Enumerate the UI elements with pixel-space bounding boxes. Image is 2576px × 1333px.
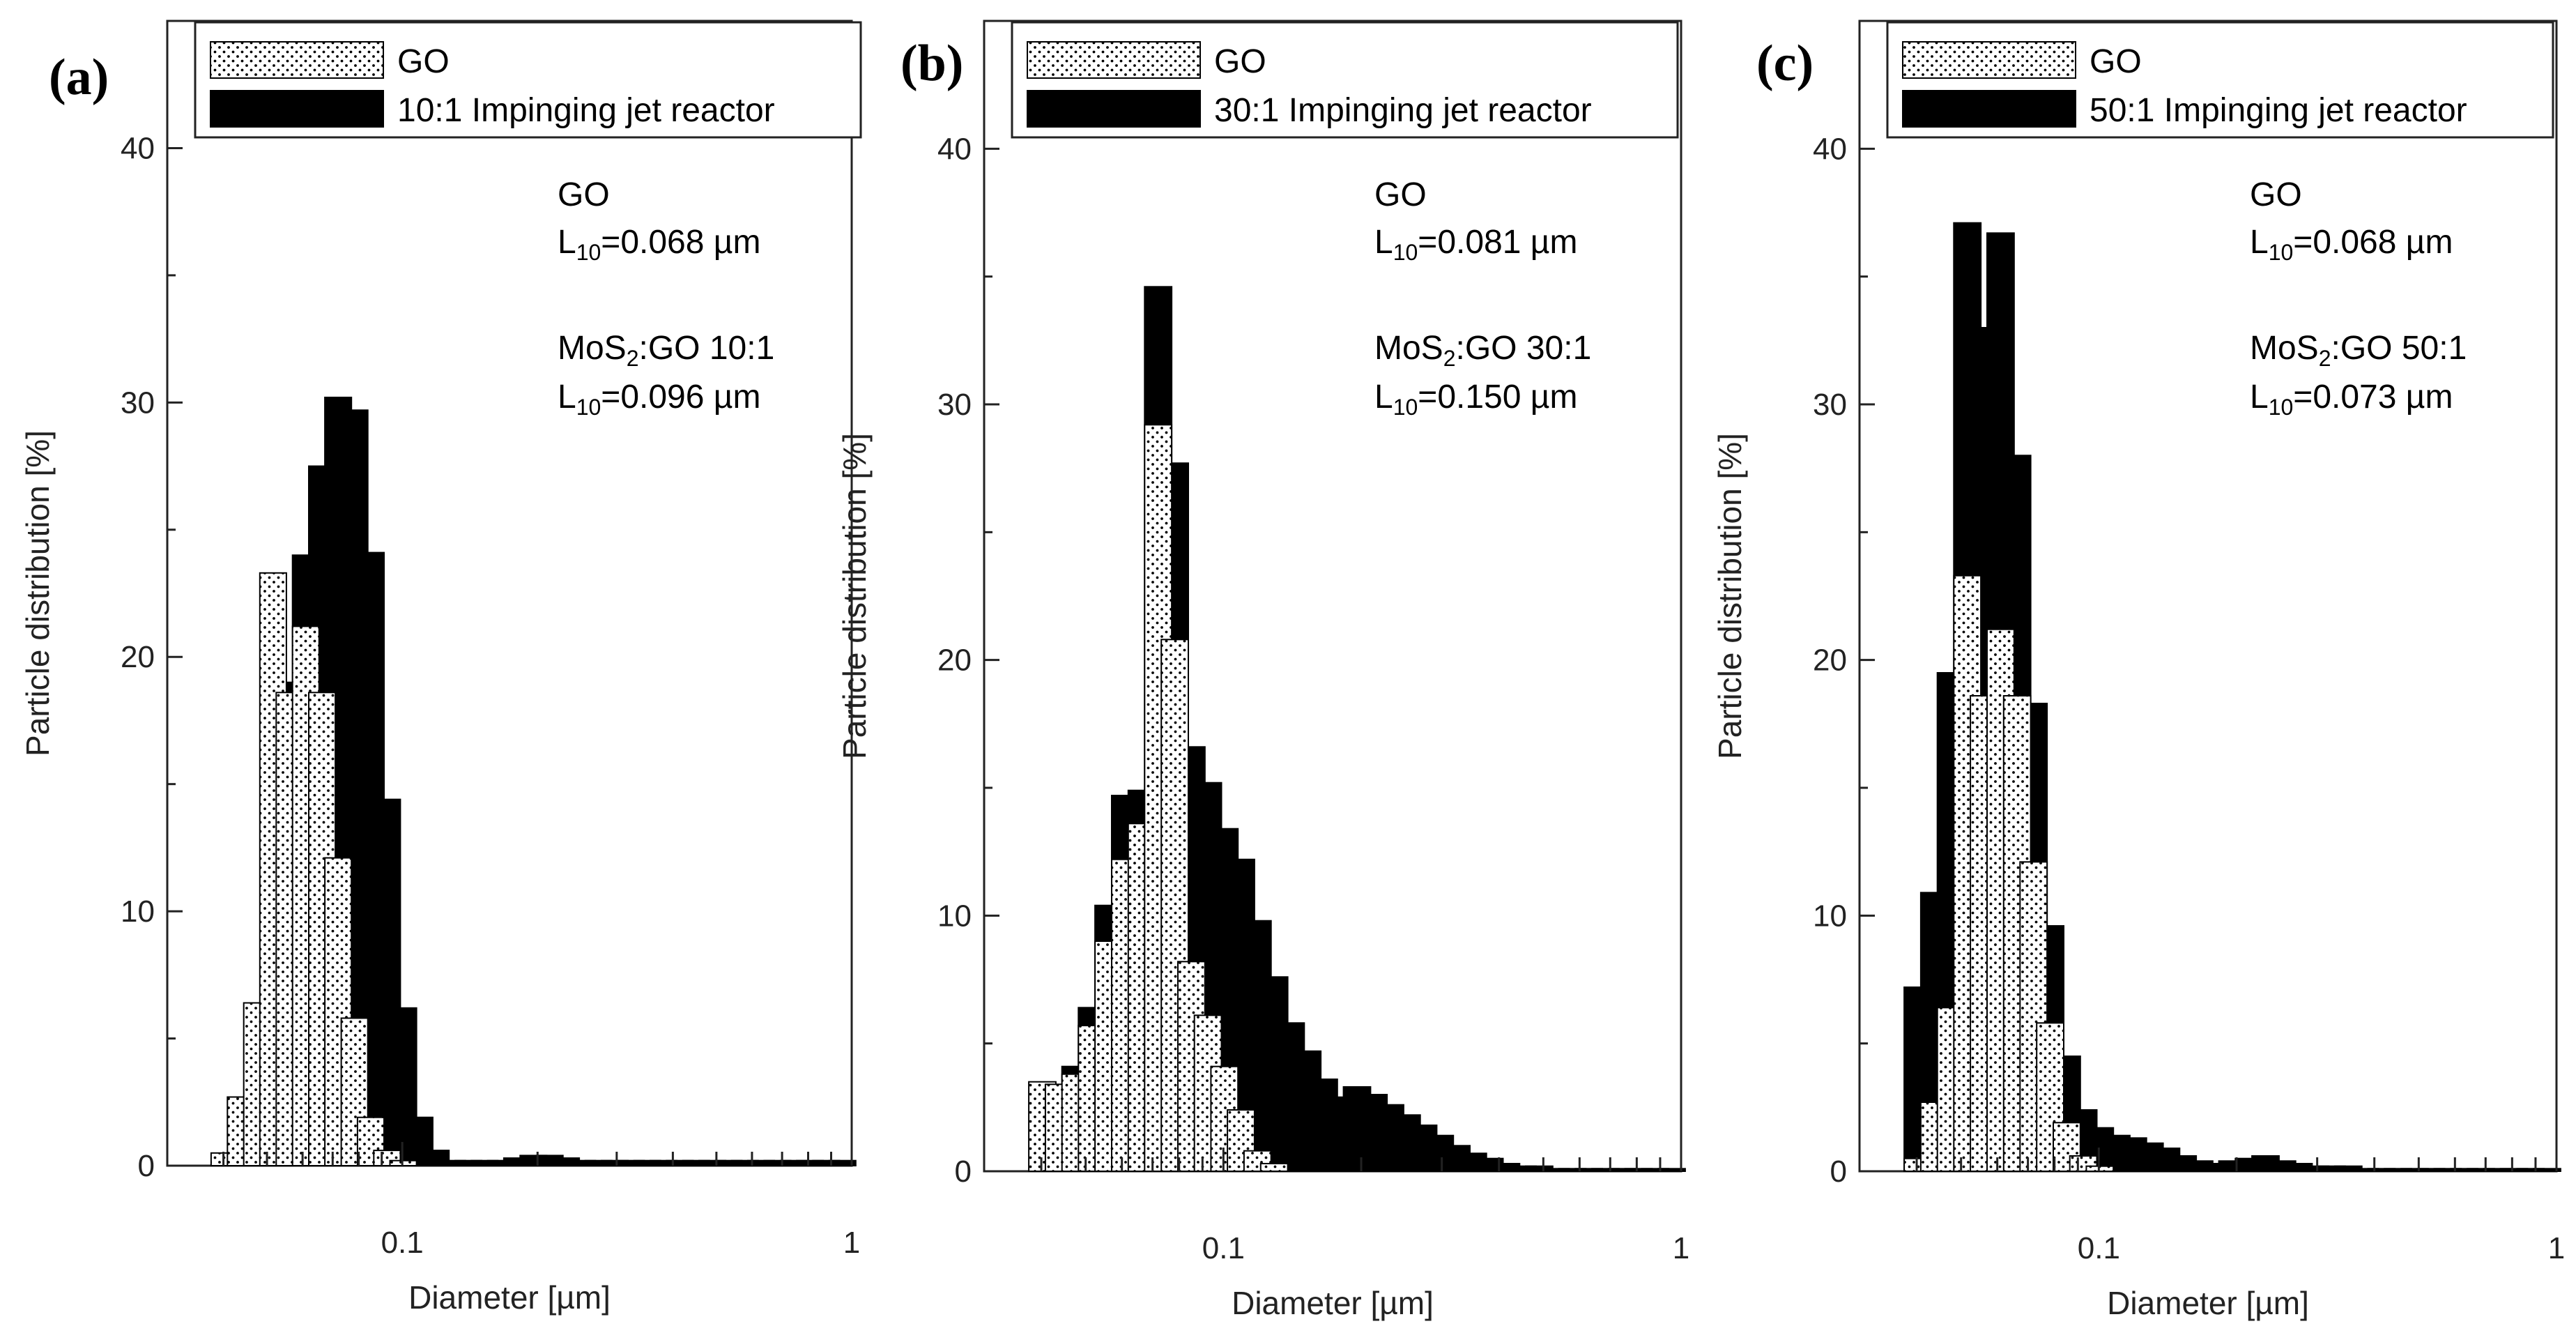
plot-frame bbox=[983, 20, 1682, 1173]
mos-subscript: 2 bbox=[2319, 346, 2331, 371]
l10-letter: L bbox=[558, 224, 576, 261]
annotation-mos-l10: L10=0.096 µm bbox=[558, 379, 760, 420]
x-axis-title: Diameter [µm] bbox=[2107, 1285, 2309, 1321]
legend: GO 30:1 Impinging jet reactor bbox=[1011, 21, 1679, 139]
panel-label: (b) bbox=[900, 35, 963, 92]
y-tick-label: 10 bbox=[121, 894, 155, 929]
y-tick-label: 10 bbox=[1813, 899, 1847, 933]
x-tick-label: 1 bbox=[2548, 1231, 2565, 1265]
annotation-mos-l10: L10=0.073 µm bbox=[2250, 379, 2453, 420]
y-tick-label: 20 bbox=[121, 640, 155, 674]
l10-value: =0.150 µm bbox=[1418, 379, 1577, 416]
l10-value: =0.068 µm bbox=[2293, 224, 2453, 261]
panel-label: (a) bbox=[49, 49, 109, 106]
x-axis-title: Diameter [µm] bbox=[408, 1279, 611, 1316]
mos-suffix: :GO 50:1 bbox=[2331, 330, 2467, 367]
x-tick-label: 0.1 bbox=[381, 1226, 424, 1260]
y-tick-label: 40 bbox=[121, 131, 155, 165]
l10-letter: L bbox=[1374, 224, 1393, 261]
x-tick-label: 1 bbox=[1673, 1231, 1689, 1265]
y-tick-label: 20 bbox=[1813, 643, 1847, 678]
mos-suffix: :GO 10:1 bbox=[639, 330, 775, 367]
annotation-mos-l10: L10=0.150 µm bbox=[1374, 379, 1577, 420]
bar-go bbox=[1259, 1163, 1289, 1172]
x-tick-label: 1 bbox=[843, 1226, 860, 1260]
l10-subscript: 10 bbox=[2269, 395, 2294, 420]
y-tick-label: 0 bbox=[955, 1155, 972, 1189]
annotation-mos-ratio: MoS2:GO 10:1 bbox=[558, 330, 774, 371]
l10-letter: L bbox=[2250, 224, 2269, 261]
y-tick-label: 40 bbox=[1813, 132, 1847, 166]
y-axis-title: Particle distribution [%] bbox=[20, 430, 56, 756]
panel-label: (c) bbox=[1756, 35, 1814, 92]
y-tick-label: 30 bbox=[121, 386, 155, 420]
mos-prefix: MoS bbox=[1374, 330, 1443, 367]
annotation-go-name: GO bbox=[2250, 176, 2302, 213]
l10-letter: L bbox=[2250, 379, 2269, 416]
bar-jet-reactor bbox=[2533, 1168, 2561, 1173]
annotation-go-l10: L10=0.068 µm bbox=[558, 224, 760, 265]
y-tick-label: 10 bbox=[937, 899, 972, 933]
legend: GO 50:1 Impinging jet reactor bbox=[1886, 21, 2554, 139]
l10-letter: L bbox=[558, 379, 576, 416]
annotation-go-name: GO bbox=[558, 176, 610, 213]
l10-letter: L bbox=[1374, 379, 1393, 416]
legend-swatch-reactor bbox=[210, 90, 384, 128]
l10-subscript: 10 bbox=[576, 240, 601, 265]
y-tick-label: 30 bbox=[937, 388, 972, 422]
y-tick-label: 20 bbox=[937, 643, 972, 678]
annotation-go-l10: L10=0.068 µm bbox=[2250, 224, 2453, 265]
l10-subscript: 10 bbox=[576, 395, 601, 420]
legend-label-go: GO bbox=[397, 43, 450, 80]
legend-swatch-go bbox=[1027, 41, 1201, 79]
bar-jet-reactor bbox=[2152, 1148, 2181, 1172]
legend-label-reactor: 10:1 Impinging jet reactor bbox=[397, 92, 775, 129]
legend-swatch-go bbox=[1902, 41, 2076, 79]
y-tick-label: 30 bbox=[1813, 388, 1847, 422]
x-tick-label: 0.1 bbox=[1202, 1231, 1245, 1265]
legend-label-go: GO bbox=[1214, 43, 1266, 80]
panel-a: 0 10 20 30 40 0.1 1 Diameter [µm] Particle distr… bbox=[20, 20, 862, 1316]
l10-subscript: 10 bbox=[1393, 395, 1418, 420]
y-axis-title: Particle distribution [%] bbox=[836, 433, 873, 759]
panel-c: 0 10 20 30 40 0.1 1 Diameter [µm] Particle distr… bbox=[1712, 20, 2565, 1321]
annotation-go-l10: L10=0.081 µm bbox=[1374, 224, 1577, 265]
legend-swatch-reactor bbox=[1902, 90, 2076, 128]
bar-jet-reactor bbox=[828, 1159, 857, 1166]
mos-prefix: MoS bbox=[558, 330, 627, 367]
l10-value: =0.073 µm bbox=[2293, 379, 2453, 416]
mos-subscript: 2 bbox=[627, 346, 639, 371]
l10-subscript: 10 bbox=[2269, 240, 2294, 265]
annotation-mos-ratio: MoS2:GO 30:1 bbox=[1374, 330, 1591, 371]
bar-jet-reactor bbox=[1657, 1168, 1686, 1173]
legend-swatch-go bbox=[210, 41, 384, 79]
legend-label-reactor: 50:1 Impinging jet reactor bbox=[2090, 92, 2467, 129]
mos-suffix: :GO 30:1 bbox=[1456, 330, 1592, 367]
l10-value: =0.081 µm bbox=[1418, 224, 1577, 261]
mos-prefix: MoS bbox=[2250, 330, 2319, 367]
legend: GO 10:1 Impinging jet reactor bbox=[194, 21, 862, 139]
panel-b: 0 10 20 30 40 0.1 1 Diameter [µm] Particle distr… bbox=[836, 20, 1689, 1321]
y-axis-title: Particle distribution [%] bbox=[1712, 433, 1748, 759]
annotation-go-name: GO bbox=[1374, 176, 1427, 213]
legend-label-reactor: 30:1 Impinging jet reactor bbox=[1214, 92, 1592, 129]
l10-subscript: 10 bbox=[1393, 240, 1418, 265]
l10-value: =0.096 µm bbox=[601, 379, 760, 416]
y-tick-label: 0 bbox=[1830, 1155, 1847, 1189]
mos-subscript: 2 bbox=[1443, 346, 1456, 371]
l10-value: =0.068 µm bbox=[601, 224, 760, 261]
x-axis-title: Diameter [µm] bbox=[1232, 1285, 1434, 1321]
x-tick-label: 0.1 bbox=[2078, 1231, 2120, 1265]
y-tick-label: 40 bbox=[937, 132, 972, 166]
annotation-mos-ratio: MoS2:GO 50:1 bbox=[2250, 330, 2467, 371]
y-tick-label: 0 bbox=[138, 1149, 155, 1183]
legend-swatch-reactor bbox=[1027, 90, 1201, 128]
legend-label-go: GO bbox=[2090, 43, 2142, 80]
